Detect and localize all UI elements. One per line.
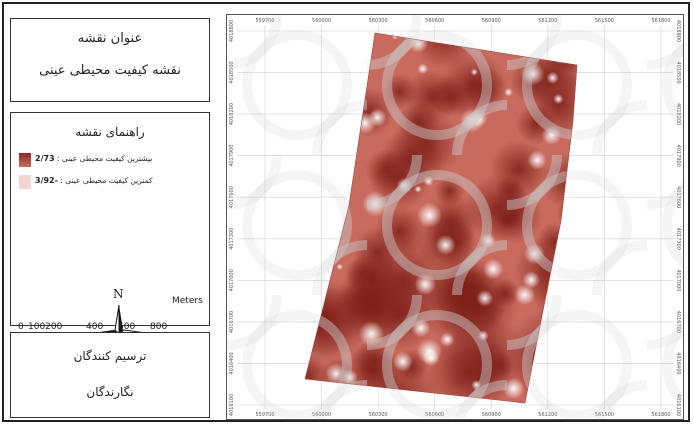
scale-unit: Meters — [172, 296, 203, 306]
legend-swatch-low — [19, 175, 31, 189]
scale-label-800: 800 — [150, 322, 168, 332]
watermark-ornament — [227, 15, 683, 419]
north-label: N — [113, 287, 124, 301]
legend-low-value: -3/92 — [35, 176, 58, 185]
scale-label-400: 400 — [86, 322, 104, 332]
legend-high-label: بیشترین کیفیت محیطی عینی : — [54, 154, 153, 163]
legend-low-label: کمترین کیفیت محیطی عینی : — [57, 176, 153, 185]
map-canvas: 5597005597005600005600005603005603005606… — [227, 15, 683, 419]
legend-high-value: 2/73 — [35, 154, 55, 163]
credits-panel: ترسیم کنندگان نگارندگان — [10, 332, 210, 418]
scale-label-100200: 100200 — [28, 322, 63, 332]
legend-panel: راهنمای نقشه بیشترین کیفیت محیطی عینی : … — [10, 112, 210, 418]
legend-swatch-high — [19, 153, 31, 167]
sheet-frame — [2, 2, 690, 422]
scale-label-600: 600 — [118, 322, 136, 332]
cartography-label: ترسیم کنندگان — [73, 349, 147, 363]
map-title-label: عنوان نقشه — [77, 31, 143, 46]
legend-high-entry: بیشترین کیفیت محیطی عینی : 2/73 — [35, 154, 205, 163]
legend-row-high: بیشترین کیفیت محیطی عینی : 2/73 — [19, 151, 205, 169]
map-view: 5597005597005600005600005603005603005606… — [226, 14, 684, 420]
legend-row-low: کمترین کیفیت محیطی عینی : -3/92 — [19, 173, 205, 191]
map-title: نقشه کیفیت محیطی عینی — [39, 63, 181, 78]
legend-low-entry: کمترین کیفیت محیطی عینی : -3/92 — [35, 176, 205, 185]
legend-heading: راهنمای نقشه — [75, 125, 145, 139]
authors-label: نگارندگان — [86, 385, 134, 399]
scale-label-0: 0 — [18, 322, 24, 332]
title-panel: عنوان نقشه نقشه کیفیت محیطی عینی — [10, 18, 210, 102]
